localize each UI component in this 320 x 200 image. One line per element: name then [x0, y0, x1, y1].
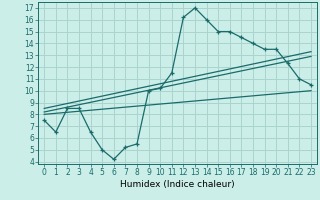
X-axis label: Humidex (Indice chaleur): Humidex (Indice chaleur): [120, 180, 235, 189]
